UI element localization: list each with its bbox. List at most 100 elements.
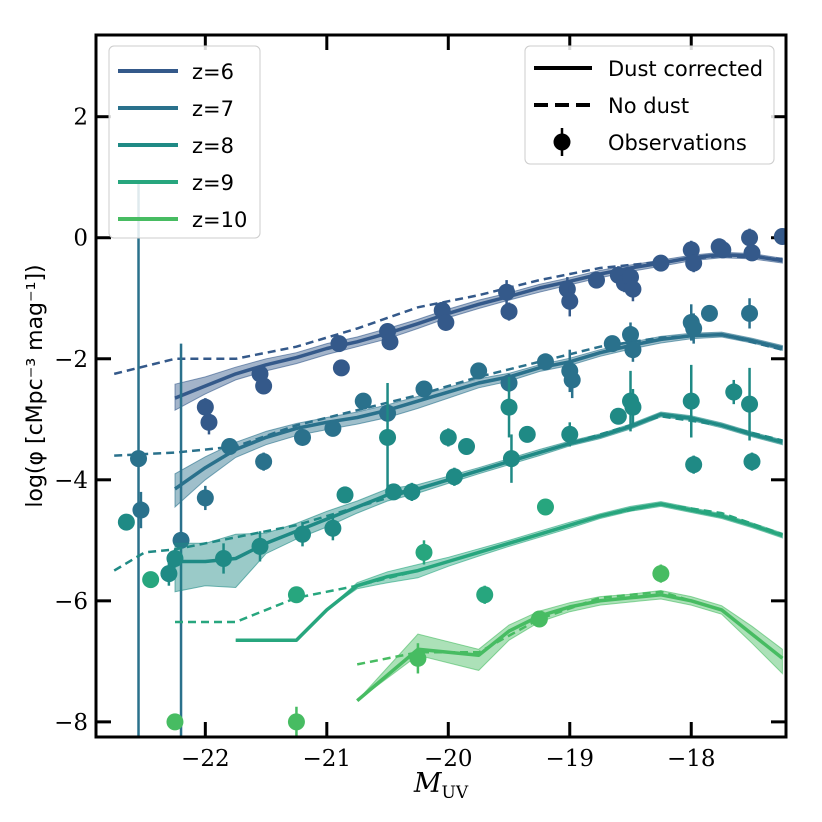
marker [196,489,214,507]
marker [536,353,554,371]
marker [332,359,350,377]
marker [561,425,579,443]
observation-point-z8 [500,376,518,438]
observation-point-z7 [324,419,342,437]
observation-point-z7 [536,353,554,371]
marker [324,519,342,537]
observation-point-z6 [200,410,218,435]
observation-point-z8 [324,516,342,541]
marker [498,283,516,301]
redshift-legend-box [108,45,261,239]
observation-point-z8 [743,452,761,471]
dust-corrected-line-z8 [175,412,783,564]
observation-point-z7 [130,180,148,737]
marker [403,483,421,501]
observation-point-z7 [603,335,621,353]
marker [743,244,761,262]
legend-label-z8: z=8 [192,134,234,158]
marker [476,586,494,604]
x-tick-label: −21 [303,746,352,772]
y-tick-label: 0 [73,226,88,252]
observation-point-z10 [530,610,548,628]
observation-point-z6 [624,277,642,302]
x-tick-label: −19 [545,746,594,772]
observation-point-z6 [587,271,605,289]
observation-point-z8 [502,434,520,483]
series-z9 [142,498,783,642]
y-tick-label: −8 [54,710,88,736]
marker [700,304,718,322]
observation-point-z8 [439,428,457,447]
y-tick-label: −6 [54,589,88,615]
marker [563,371,581,389]
observation-point-z7 [700,304,718,322]
observation-point-z8 [445,467,463,486]
marker [287,713,305,731]
observation-point-z8 [624,389,642,426]
observation-point-z8 [117,513,135,531]
marker [437,313,455,331]
marker [445,468,463,486]
observation-point-z8 [682,364,700,438]
marker [330,335,348,353]
y-tick-label: 2 [73,105,88,131]
series-z7 [114,180,783,737]
marker [743,453,761,471]
observation-point-z9 [415,540,433,565]
observation-point-z6 [437,313,455,331]
marker [685,254,703,272]
marker [381,333,399,351]
observation-point-z7 [221,438,239,456]
marker [221,438,239,456]
style-legend-box [524,45,775,165]
observation-point-z10 [166,713,184,731]
observation-point-z6 [561,286,579,317]
marker [652,254,670,272]
marker [500,398,518,416]
marker [741,395,759,413]
marker [294,525,312,543]
marker [385,483,403,501]
observation-point-z7 [255,452,273,471]
observation-point-z7 [132,491,150,529]
observation-point-z8 [251,531,269,562]
marker [132,501,150,519]
marker [685,320,703,338]
marker [587,271,605,289]
observation-point-z6 [743,244,761,262]
legend-label-z9: z=9 [192,171,234,195]
marker [142,571,160,589]
marker [624,280,642,298]
observation-point-z8 [458,438,476,456]
marker [458,438,476,456]
marker [415,380,433,398]
observation-point-z6 [330,335,348,353]
marker [624,341,642,359]
observation-point-z6 [714,241,732,259]
style-legend: Dust corrected No dust Observations [524,45,775,165]
observation-point-z8 [160,561,178,586]
x-axis-title: MUV [413,768,469,803]
observation-point-z8 [403,482,421,501]
observation-point-z6 [773,228,786,246]
observation-point-z10 [287,706,305,737]
marker [166,549,184,567]
marker [500,303,518,321]
marker [251,537,269,555]
legend-style-label: Observations [608,131,747,155]
observation-point-z9 [142,571,160,589]
marker [470,362,488,380]
marker [324,419,342,437]
observation-point-z8 [385,483,403,501]
marker [609,407,627,425]
series-z10 [166,564,784,737]
marker [682,241,700,259]
observation-point-z8 [685,455,703,474]
legend-marker [553,133,571,151]
legend-style-label: No dust [608,94,689,118]
marker [652,565,670,583]
marker [741,304,759,322]
observation-point-z7 [415,380,433,398]
marker [409,649,427,667]
marker [255,453,273,471]
